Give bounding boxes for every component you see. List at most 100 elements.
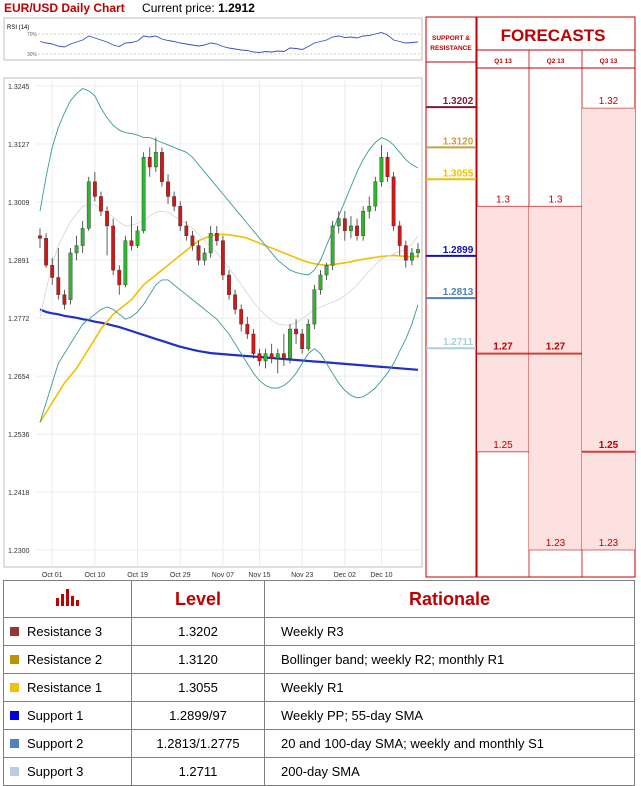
y-tick-label: 1.3009 xyxy=(8,200,30,207)
bearish-candle xyxy=(44,238,48,266)
bearish-candle xyxy=(50,265,55,278)
table-row: Resistance 1 1.3055 Weekly R1 xyxy=(3,673,635,702)
level-rationale: Weekly R1 xyxy=(264,673,635,702)
forecast-value-label: 1.27 xyxy=(493,342,513,353)
bullish-candle xyxy=(361,211,366,236)
forecast-value-label: 1.3 xyxy=(496,194,510,205)
rsi-tick-30: 30% xyxy=(27,52,38,58)
level-rationale: Weekly R3 xyxy=(264,617,635,646)
bullish-candle xyxy=(330,225,335,266)
level-color-swatch xyxy=(10,683,19,693)
bearish-candle xyxy=(403,245,408,261)
bearish-candle xyxy=(147,156,152,168)
level-name: Resistance 1 xyxy=(27,680,103,695)
y-tick-label: 1.2300 xyxy=(8,548,30,555)
forecast-range-band xyxy=(477,206,529,452)
sr-levels-layer: 1.3202 1.3120 1.3055 1.2899 1.2813 1.2711 xyxy=(426,96,476,350)
forecast-value-label: 1.23 xyxy=(599,538,619,549)
bullish-candle xyxy=(312,289,317,325)
bearish-candle xyxy=(245,323,250,335)
chart-canvas: RSI (14) 70% 30% 1.3245 1.3127 1.3009 1.289… xyxy=(3,16,636,579)
table-row: Support 3 1.2711 200-day SMA xyxy=(3,757,635,786)
bearish-candle xyxy=(221,240,225,276)
current-price-value: 1.2912 xyxy=(218,1,255,15)
sr-level-label: 1.3202 xyxy=(443,96,474,107)
bearish-candle xyxy=(166,181,170,197)
bullish-candle xyxy=(379,156,384,182)
bearish-candle xyxy=(269,353,274,359)
forecast-column-label: Q1 13 xyxy=(494,58,512,65)
level-name-cell: Resistance 2 xyxy=(3,645,132,674)
bearish-candle xyxy=(105,211,109,227)
table-row: Resistance 3 1.3202 Weekly R3 xyxy=(3,617,635,646)
sr-level-label: 1.3055 xyxy=(443,168,474,179)
sr-title-line2: RESISTANCE xyxy=(430,45,472,52)
bullish-candle xyxy=(336,218,341,227)
level-name-cell: Support 1 xyxy=(3,701,132,730)
bullish-candle xyxy=(318,274,323,290)
candle-layer xyxy=(38,137,420,374)
bullish-candle xyxy=(153,152,158,168)
x-tick-label: Oct 19 xyxy=(127,572,148,579)
x-tick-label: Nov 23 xyxy=(291,572,313,579)
x-tick-label: Oct 01 xyxy=(42,572,63,579)
sr-level-label: 1.3120 xyxy=(443,136,474,147)
y-tick-layer: 1.3245 1.3127 1.3009 1.2891 1.2772 1.2654 1.25… xyxy=(8,84,30,555)
bearish-candle xyxy=(239,309,244,325)
forecasts-title: FORECASTS xyxy=(501,26,606,45)
level-name: Resistance 2 xyxy=(27,652,103,667)
bearish-candle xyxy=(160,152,164,182)
bearish-candle xyxy=(56,277,61,295)
sma-55-line xyxy=(39,233,419,423)
levels-table: Level Rationale Resistance 3 1.3202 Weekly… xyxy=(3,580,635,786)
forecast-value-label: 1.27 xyxy=(546,342,566,353)
bullish-candle xyxy=(288,328,292,359)
forecasts-columns-layer: Q1 13 1.3 1.27 1.25 Q2 13 1.3 1.27 1.23 Q3 13 1.3… xyxy=(477,50,635,577)
level-rationale: Weekly PP; 55-day SMA xyxy=(264,701,635,730)
forecast-value-label: 1.3 xyxy=(549,194,563,205)
bollinger-lower-line xyxy=(39,279,419,423)
bearish-candle xyxy=(190,235,195,246)
bearish-candle xyxy=(184,225,189,236)
y-tick-label: 1.3245 xyxy=(8,84,30,91)
forecast-range-band xyxy=(529,206,582,550)
bullish-candle xyxy=(410,252,414,261)
bullish-candle xyxy=(275,353,280,359)
bearish-candle xyxy=(62,294,67,305)
forecast-value-label: 1.23 xyxy=(546,538,566,549)
bearish-candle xyxy=(251,333,256,354)
bearish-candle xyxy=(300,333,305,349)
sr-panel xyxy=(425,16,477,578)
level-value: 1.2899/97 xyxy=(131,701,265,730)
chart-title: EUR/USD Daily Chart xyxy=(4,1,125,15)
levels-table-header: Level Rationale xyxy=(3,580,635,618)
table-row: Support 2 1.2813/1.2775 20 and 100-day SMA… xyxy=(3,729,635,758)
bearish-candle xyxy=(391,176,396,227)
bearish-candle xyxy=(129,240,134,246)
sr-title-line1: SUPPORT & xyxy=(432,35,470,42)
forecast-column-label: Q2 13 xyxy=(547,58,565,65)
bullish-candle xyxy=(86,181,91,229)
header-rationale: Rationale xyxy=(264,580,635,618)
bearish-candle xyxy=(355,225,359,236)
level-name: Support 3 xyxy=(27,764,84,779)
bearish-candle xyxy=(397,225,402,246)
table-row: Support 1 1.2899/97 Weekly PP; 55-day SMA xyxy=(3,701,635,730)
level-name-cell: Resistance 3 xyxy=(3,617,132,646)
current-price-label: Current price: xyxy=(142,1,215,15)
x-tick-label: Nov 07 xyxy=(212,572,234,579)
price-panel-frame xyxy=(3,77,423,568)
bullish-candle xyxy=(324,265,329,276)
levels-table-body: Resistance 3 1.3202 Weekly R3 Resistance 2 1… xyxy=(3,617,635,786)
level-value: 1.3055 xyxy=(131,673,265,702)
bearish-candle xyxy=(342,218,347,232)
bullish-candle xyxy=(263,353,268,362)
bullish-candle xyxy=(141,156,146,232)
x-tick-label: Dec 02 xyxy=(334,572,356,579)
level-name: Support 1 xyxy=(27,708,84,723)
x-tick-label: Oct 10 xyxy=(85,572,106,579)
bullish-candle xyxy=(373,181,378,207)
sma-200-line xyxy=(39,308,419,371)
bearish-candle xyxy=(294,328,298,335)
header-level: Level xyxy=(131,580,265,618)
